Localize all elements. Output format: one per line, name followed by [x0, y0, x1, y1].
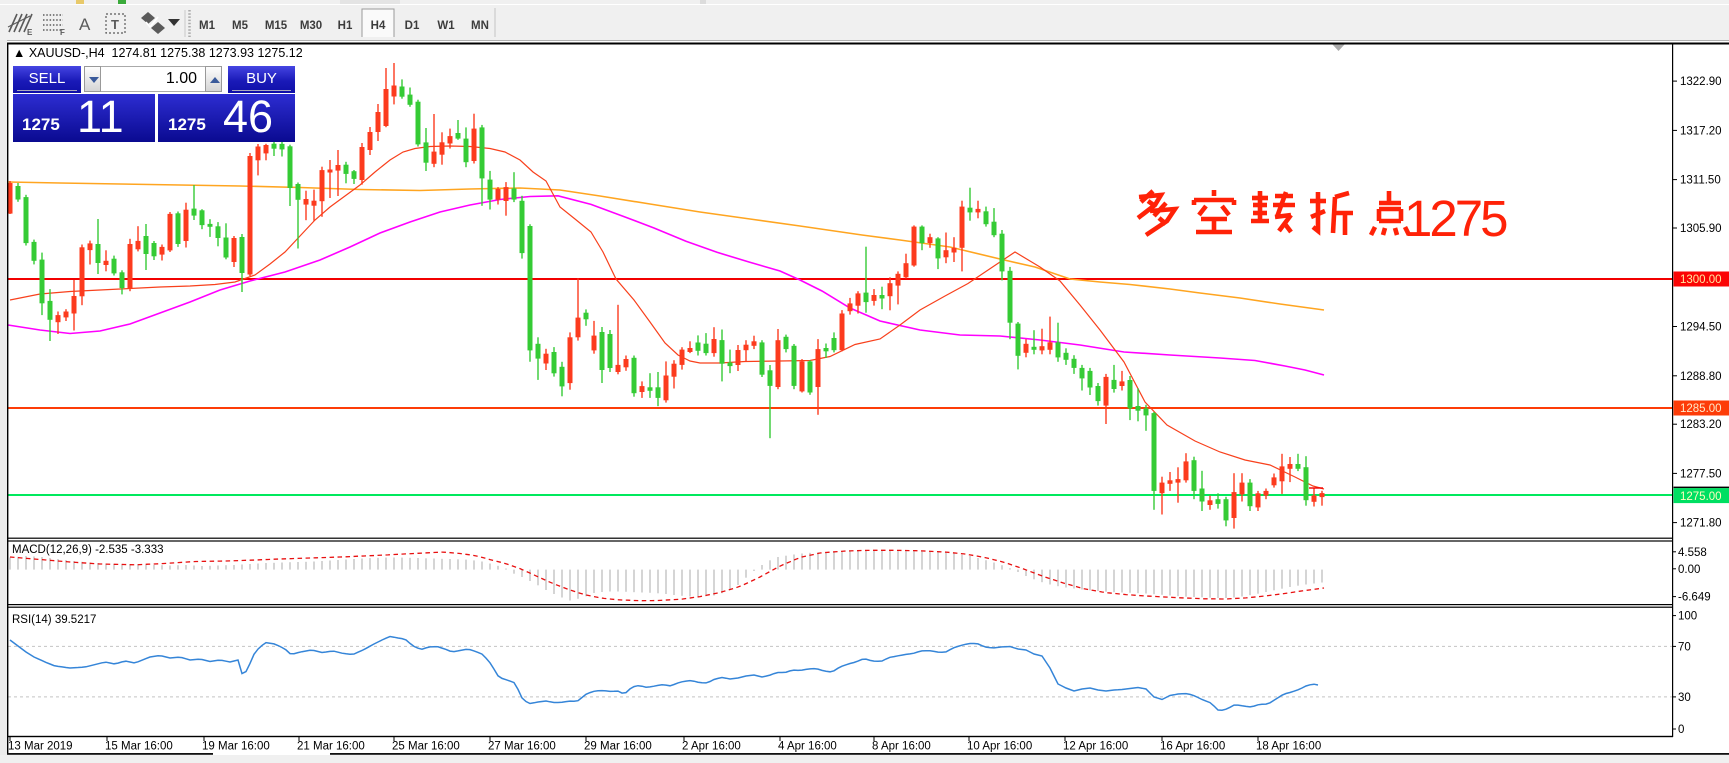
svg-text:10 Apr 16:00: 10 Apr 16:00 — [967, 741, 1032, 753]
svg-text:12 Apr 16:00: 12 Apr 16:00 — [1063, 741, 1128, 753]
svg-text:F: F — [60, 28, 65, 37]
svg-text:RSI(14) 39.5217: RSI(14) 39.5217 — [12, 614, 96, 626]
svg-text:25 Mar 16:00: 25 Mar 16:00 — [392, 741, 460, 753]
svg-text:0: 0 — [1678, 724, 1684, 736]
svg-text:1294.50: 1294.50 — [1680, 322, 1722, 334]
svg-text:1277.50: 1277.50 — [1680, 468, 1722, 480]
svg-text:W1: W1 — [437, 20, 455, 32]
svg-text:29 Mar 16:00: 29 Mar 16:00 — [584, 741, 652, 753]
svg-text:-6.649: -6.649 — [1678, 592, 1711, 604]
svg-text:2 Apr 16:00: 2 Apr 16:00 — [682, 741, 741, 753]
svg-text:H4: H4 — [371, 20, 386, 32]
svg-text:1275.00: 1275.00 — [1680, 491, 1722, 503]
svg-text:1300.00: 1300.00 — [1680, 274, 1722, 286]
svg-text:13 Mar 2019: 13 Mar 2019 — [8, 741, 73, 753]
svg-text:4.558: 4.558 — [1678, 547, 1707, 559]
svg-text:1288.80: 1288.80 — [1680, 371, 1722, 383]
svg-text:1271.80: 1271.80 — [1680, 518, 1722, 530]
svg-text:D1: D1 — [405, 20, 420, 32]
svg-text:1283.20: 1283.20 — [1680, 419, 1722, 431]
svg-text:M5: M5 — [232, 20, 249, 32]
svg-text:8 Apr 16:00: 8 Apr 16:00 — [872, 741, 931, 753]
svg-text:4 Apr 16:00: 4 Apr 16:00 — [778, 741, 837, 753]
svg-text:100: 100 — [1678, 611, 1697, 623]
svg-text:0.00: 0.00 — [1678, 564, 1700, 576]
svg-text:1322.90: 1322.90 — [1680, 76, 1722, 88]
svg-text:M30: M30 — [300, 20, 322, 32]
svg-text:M15: M15 — [265, 20, 288, 32]
svg-text:MACD(12,26,9) -2.535 -3.333: MACD(12,26,9) -2.535 -3.333 — [12, 544, 164, 556]
svg-text:16 Apr 16:00: 16 Apr 16:00 — [1160, 741, 1225, 753]
svg-text:18 Apr 16:00: 18 Apr 16:00 — [1256, 741, 1321, 753]
svg-text:30: 30 — [1678, 692, 1691, 704]
svg-text:T: T — [111, 17, 119, 32]
svg-text:15 Mar 16:00: 15 Mar 16:00 — [105, 741, 173, 753]
svg-text:MN: MN — [471, 20, 489, 32]
svg-text:A: A — [79, 15, 91, 34]
svg-text:M1: M1 — [199, 20, 216, 32]
svg-text:1311.50: 1311.50 — [1680, 175, 1721, 187]
svg-text:21 Mar 16:00: 21 Mar 16:00 — [297, 741, 365, 753]
svg-text:1317.20: 1317.20 — [1680, 125, 1722, 137]
svg-text:27 Mar 16:00: 27 Mar 16:00 — [488, 741, 556, 753]
svg-text:H1: H1 — [338, 20, 353, 32]
svg-text:19 Mar 16:00: 19 Mar 16:00 — [202, 741, 270, 753]
svg-text:70: 70 — [1678, 641, 1691, 653]
svg-text:E: E — [27, 28, 33, 37]
svg-text:1305.90: 1305.90 — [1680, 223, 1722, 235]
svg-text:1285.00: 1285.00 — [1680, 403, 1722, 415]
